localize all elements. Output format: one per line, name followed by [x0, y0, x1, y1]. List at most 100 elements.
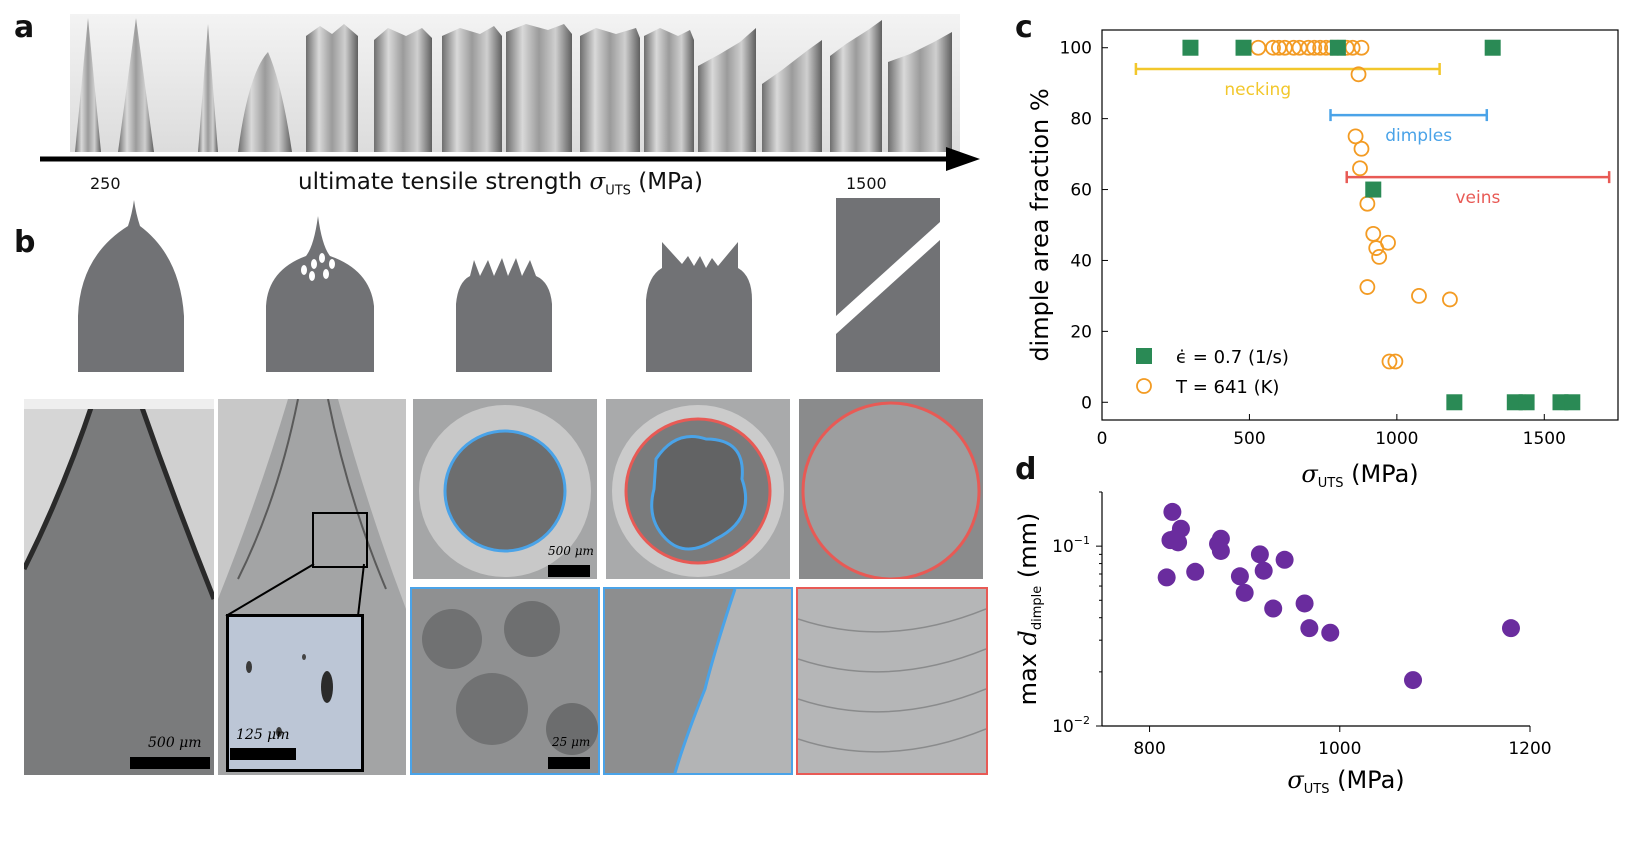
chart-dimple-fraction: 0 500 1000 1500 0 20 40 60 80 100 σUTS (MPa) dimple…: [1026, 29, 1619, 490]
specimen-14: [888, 32, 952, 152]
sem-detail-dimples: [410, 587, 600, 775]
scalebar-500-right-label: 500 μm: [548, 544, 594, 558]
y-tick-label-c-0: 0: [1081, 393, 1092, 413]
point-circle-27: [1381, 353, 1398, 370]
point-dimple-16: [1295, 594, 1314, 613]
veins-full-outline: [801, 401, 981, 579]
specimen-8: [506, 24, 572, 152]
point-square-1: [1235, 39, 1252, 56]
y-tick-label-c-1: 20: [1070, 322, 1092, 342]
point-circle-23: [1371, 249, 1388, 265]
point-circle-8: [1312, 39, 1329, 56]
point-dimple-12: [1250, 545, 1269, 564]
sem-necking-profile: [24, 399, 214, 775]
point-circle-16: [1347, 128, 1364, 145]
range-label-necking: necking: [1224, 80, 1291, 100]
scalebar-125: [230, 748, 296, 760]
y-tick-label-c-3: 60: [1070, 181, 1092, 201]
point-circle-24: [1359, 279, 1376, 295]
specimen-10: [644, 28, 694, 152]
schematic-necking: [78, 200, 184, 372]
specimen-3: [198, 24, 218, 152]
point-dimple-10: [1230, 567, 1249, 586]
axes-frame-c: [1101, 29, 1619, 421]
point-circle-19: [1359, 195, 1376, 212]
x-tick-label-c-3: 1500: [1523, 429, 1566, 449]
scalebar-500-right: [548, 565, 590, 577]
schematic-shear-top: [836, 198, 940, 316]
scalebar-500-left: [130, 757, 210, 769]
strength-low-value: 250: [90, 174, 121, 193]
x-tick-label-c-0: 0: [1097, 429, 1108, 449]
point-circle-0: [1250, 39, 1267, 56]
y-tick-label-c-5: 100: [1060, 39, 1092, 59]
point-dimple-18: [1321, 623, 1340, 642]
point-square-7: [1518, 394, 1535, 411]
sem-detail-veins: [796, 587, 988, 775]
fracture-schematics: [78, 198, 940, 372]
point-dimple-14: [1264, 599, 1283, 618]
point-circle-6: [1300, 39, 1317, 56]
y-tick-label-c-2: 40: [1070, 251, 1092, 271]
x-tick-label-c-1: 500: [1233, 429, 1265, 449]
schematic-dimples: [456, 258, 552, 372]
point-dimple-2: [1163, 502, 1182, 521]
point-dimple-6: [1186, 562, 1205, 581]
panel-label-a: a: [14, 10, 35, 45]
point-circle-14: [1353, 39, 1370, 56]
range-label-veins: veins: [1456, 188, 1501, 208]
schematic-voids: [266, 216, 374, 372]
dimples-outline: [443, 429, 567, 553]
point-dimple-19: [1404, 671, 1423, 690]
zoom-lines: [225, 563, 365, 617]
point-circle-18: [1352, 160, 1368, 177]
point-circle-20: [1365, 225, 1382, 242]
x-tick-label-c-2: 1000: [1375, 429, 1418, 449]
strength-axis-label: ultimate tensile strength σUTS (MPa): [298, 169, 703, 199]
point-dimple-11: [1235, 583, 1254, 602]
sem-fracture-veins: [799, 399, 983, 579]
panel-label-d: d: [1015, 452, 1037, 487]
mixed-dimple-outline: [650, 435, 748, 551]
specimen-5: [306, 24, 358, 152]
panel-label-b: b: [14, 225, 36, 260]
specimen-11: [698, 28, 756, 152]
specimen-12: [762, 40, 822, 152]
point-circle-7: [1306, 39, 1323, 56]
legend-label-square: ϵ̇ = 0.7 (1/s): [1176, 347, 1289, 368]
specimen-13: [830, 20, 882, 152]
point-square-5: [1446, 394, 1463, 411]
specimen-1: [75, 18, 101, 152]
specimen-7: [442, 26, 502, 152]
point-dimple-0: [1157, 568, 1176, 587]
specimen-2: [118, 18, 154, 152]
point-square-2: [1329, 39, 1346, 56]
point-circle-17: [1353, 140, 1370, 157]
range-label-dimples: dimples: [1385, 126, 1452, 146]
point-dimple-15: [1275, 550, 1294, 569]
strength-high-value: 1500: [846, 174, 887, 193]
scalebar-25: [548, 757, 590, 769]
legend-marker-circle: [1136, 378, 1152, 394]
legend-label-circle: T = 641 (K): [1175, 377, 1279, 398]
point-circle-22: [1368, 240, 1385, 256]
point-circle-1: [1265, 39, 1281, 56]
point-circle-25: [1411, 288, 1427, 304]
x-tick-label-d-1: 1000: [1318, 739, 1361, 759]
sem-detail-mixed: [603, 587, 793, 775]
schematic-mixed: [646, 242, 752, 372]
point-square-4: [1365, 181, 1382, 198]
x-tick-label-d-0: 800: [1133, 739, 1165, 759]
zoom-box: [312, 512, 368, 568]
specimen-photo-strip: [70, 14, 960, 152]
specimen-6: [374, 28, 432, 152]
scalebar-25-label: 25 μm: [552, 735, 591, 749]
point-square-9: [1564, 394, 1581, 411]
y-tick-label-c-4: 80: [1070, 110, 1092, 130]
x-axis-label-d: σUTS (MPa): [1287, 766, 1404, 797]
chart-max-dimple: 800 1000 1200 10−1 10−2 σUTS (MPa) max ddimple…: [1014, 491, 1552, 797]
specimen-9: [580, 28, 640, 152]
legend-marker-square: [1136, 348, 1152, 364]
scalebar-500-left-label: 500 μm: [148, 735, 202, 751]
point-dimple-9: [1211, 541, 1230, 560]
